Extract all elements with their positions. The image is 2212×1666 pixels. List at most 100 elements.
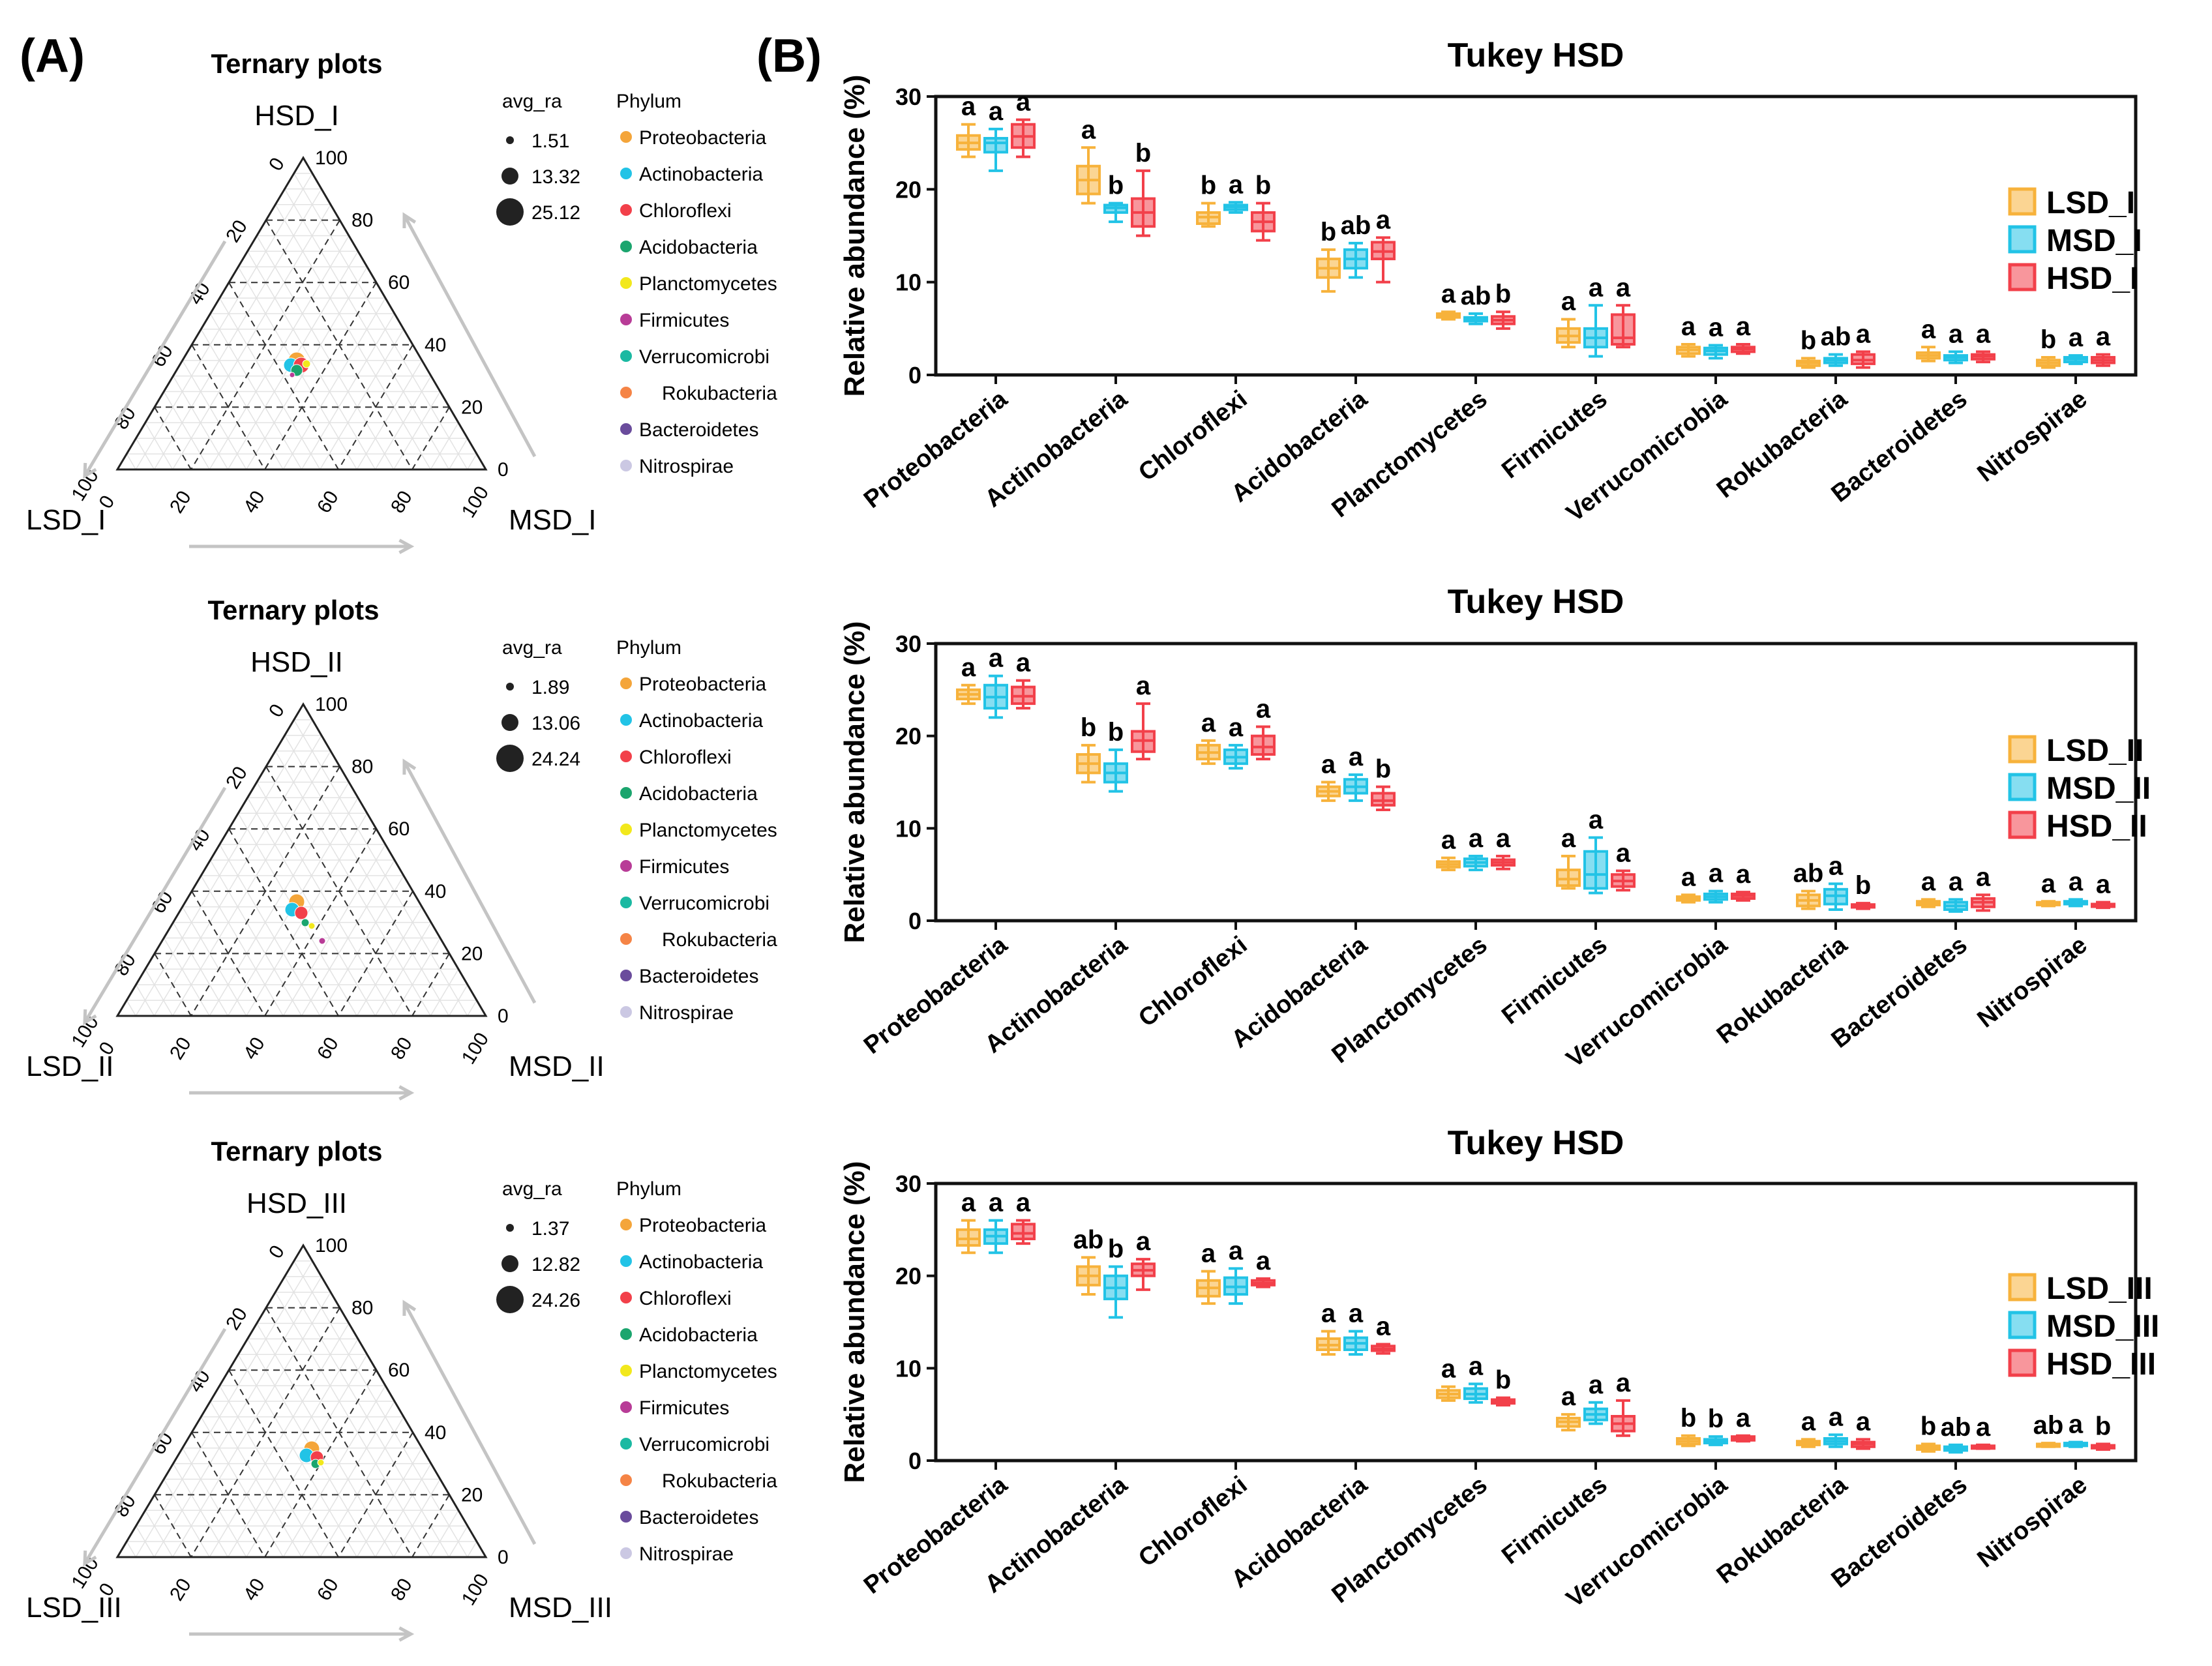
grid-line: [320, 875, 404, 1017]
plot-frame: [934, 95, 2138, 377]
major-grid-line: [264, 1369, 377, 1558]
grid-line: [356, 360, 423, 470]
major-grid-line: [411, 953, 450, 1017]
significance-letter: b: [1801, 326, 1816, 355]
significance-letter: a: [1856, 320, 1871, 348]
phylum-legend-dot: [620, 460, 632, 471]
y-tick-label: 20: [895, 1263, 921, 1290]
phylum-legend-label: Rokubacteria: [662, 929, 777, 951]
significance-letter: a: [1136, 672, 1151, 700]
phylum-legend-dot: [620, 970, 632, 981]
significance-letter: ab: [2033, 1411, 2064, 1440]
tick-label-right: 0: [498, 1005, 509, 1027]
significance-letter: a: [1016, 649, 1031, 677]
arrow-bottom-head: [398, 539, 415, 554]
grid-line: [153, 188, 322, 470]
grid-line: [356, 1448, 423, 1558]
phylum-legend-label: Firmicutes: [639, 856, 729, 878]
significance-letter: a: [1856, 1407, 1871, 1436]
major-grid-line: [190, 220, 340, 470]
significance-letter: a: [1829, 1403, 1844, 1431]
grid-line: [135, 1260, 313, 1558]
significance-letter: b: [1108, 718, 1124, 747]
panel-b-label: (B): [756, 30, 822, 82]
ternary-plot-2: Ternary plots000202020404040606060808080…: [26, 595, 777, 1101]
size-legend-value: 13.32: [531, 166, 580, 188]
grid-line: [145, 968, 173, 1017]
phylum-legend-label: Actinobacteria: [639, 164, 763, 185]
grid-line: [282, 1385, 386, 1558]
vertex-label-right: MSD_I: [509, 504, 596, 536]
grid-line: [467, 453, 477, 470]
ternary-title: Ternary plots: [211, 1136, 383, 1167]
grid-line: [200, 329, 284, 470]
size-legend-value: 13.06: [531, 713, 580, 734]
group-legend-swatch: [2008, 773, 2037, 801]
significance-letter: a: [1709, 313, 1724, 342]
significance-letter: b: [1921, 1412, 1936, 1441]
phylum-legend-label: Firmicutes: [639, 1397, 729, 1419]
significance-letter: a: [1709, 859, 1724, 888]
significance-letter: a: [1616, 839, 1631, 868]
phylum-legend-dot: [620, 1219, 632, 1230]
arrow-left: [83, 1328, 227, 1565]
chart-title: Tukey HSD: [1448, 1124, 1624, 1162]
box-iqr: [1371, 792, 1396, 807]
phylum-legend-label: Nitrospirae: [639, 1002, 734, 1024]
tick-label-bottom: 20: [166, 487, 196, 517]
tick-label-right: 20: [461, 1484, 483, 1506]
size-legend-dot: [501, 1255, 518, 1272]
grid-line: [393, 1479, 441, 1558]
significance-letter: a: [1681, 863, 1696, 891]
arrow-left-head: [83, 1009, 97, 1026]
tick-label-bottom: 60: [313, 487, 343, 517]
y-axis-label: Relative abundance (%): [839, 1161, 871, 1483]
phylum-legend-dot: [620, 1474, 632, 1486]
significance-letter: a: [2096, 323, 2111, 351]
grid-line: [163, 938, 210, 1017]
significance-letter: a: [1976, 1413, 1991, 1442]
size-legend-value: 12.82: [531, 1254, 580, 1275]
arrow-right: [402, 760, 537, 1004]
group-legend-label: HSD_I: [2046, 261, 2138, 296]
vertex-label-left: LSD_I: [26, 504, 106, 536]
phylum-legend-label: Actinobacteria: [639, 1251, 763, 1273]
tick-label-bottom: 80: [387, 1034, 417, 1064]
ternary-point: [294, 906, 308, 920]
significance-letter: a: [1441, 1355, 1456, 1384]
significance-letter: a: [2041, 869, 2056, 898]
y-tick-label: 30: [895, 1170, 921, 1197]
significance-letter: b: [1108, 171, 1124, 200]
significance-letter: a: [1949, 320, 1964, 348]
significance-letter: a: [2069, 1410, 2084, 1439]
significance-letter: a: [1496, 824, 1511, 853]
phylum-legend-dot: [620, 860, 632, 872]
significance-letter: a: [1321, 751, 1336, 779]
tick-label-right: 60: [388, 818, 410, 840]
significance-letter: b: [2095, 1412, 2111, 1441]
x-tick-label: Firmicutes: [1497, 385, 1612, 484]
tick-label-bottom: 40: [239, 1034, 269, 1064]
grid-line: [200, 875, 284, 1017]
phylum-legend-dot: [620, 1365, 632, 1376]
phylum-legend-dot: [620, 1547, 632, 1559]
group-legend-label: LSD_I: [2046, 186, 2135, 220]
significance-letter: b: [1135, 139, 1151, 168]
phylum-legend-dot: [620, 714, 632, 726]
ternary-point: [302, 359, 311, 368]
major-grid-line: [265, 1307, 413, 1558]
y-tick-label: 10: [895, 1355, 921, 1382]
grid-line: [247, 797, 376, 1017]
phylum-legend-label: Actinobacteria: [639, 710, 763, 732]
grid-line: [145, 1510, 173, 1558]
group-legend-label: MSD_II: [2046, 771, 2151, 806]
phylum-legend-title: Phylum: [616, 637, 681, 659]
significance-letter: a: [1736, 1404, 1751, 1433]
y-tick-label: 30: [895, 83, 921, 110]
phylum-legend-label: Verrucomicrobi: [639, 893, 770, 914]
major-grid-line: [154, 953, 192, 1017]
significance-letter: a: [1016, 1189, 1031, 1217]
grid-line: [393, 391, 441, 470]
phylum-legend-dot: [620, 1006, 632, 1018]
significance-letter: a: [1921, 315, 1936, 344]
